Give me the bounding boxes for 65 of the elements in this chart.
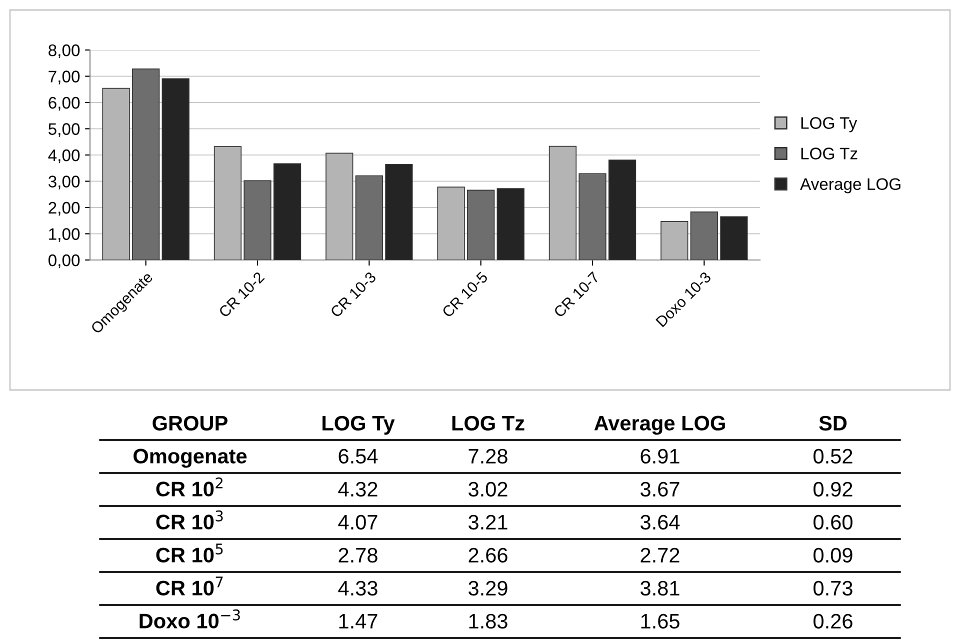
y-tick-label: 8,00 <box>48 44 80 58</box>
y-tick-label: 0,00 <box>48 254 80 268</box>
y-tick-label: 6,00 <box>48 96 80 111</box>
bar <box>660 220 688 260</box>
text: 4.32 <box>338 482 378 497</box>
text: 7.28 <box>468 448 508 464</box>
y-tick-label: 4,00 <box>48 149 80 164</box>
text: SD <box>819 416 847 431</box>
text: CR 10$^{7}$ <box>156 576 223 596</box>
bar <box>326 152 354 260</box>
text: 2.72 <box>640 548 680 562</box>
text: 2.66 <box>468 548 508 563</box>
text: 0.26 <box>814 614 852 629</box>
text: 0.09 <box>814 548 852 563</box>
text: 4.07 <box>338 514 378 530</box>
bar <box>385 164 413 260</box>
text: 3.29 <box>468 580 508 596</box>
text: 3.81 <box>640 580 680 596</box>
bar <box>132 68 160 260</box>
text: 0.52 <box>814 448 852 464</box>
bar <box>437 186 465 260</box>
text: Doxo 10$^{−3}$ <box>140 609 240 628</box>
bar <box>608 160 636 260</box>
text: CR 10$^{5}$ <box>156 544 223 562</box>
bar <box>102 88 130 260</box>
text: 6.54 <box>338 448 378 464</box>
bar <box>690 212 718 260</box>
bar <box>548 146 577 260</box>
y-tick-label: 7,00 <box>48 70 80 84</box>
bar <box>273 163 302 260</box>
text: 1.83 <box>469 614 508 629</box>
y-tick-label: 5,00 <box>48 123 80 137</box>
text: 0.92 <box>814 482 852 497</box>
text: 4.33 <box>338 580 378 596</box>
bar <box>162 78 190 260</box>
text: 3.64 <box>640 514 680 530</box>
legend-label: LOG Ty <box>801 117 858 132</box>
y-tick-label: 3,00 <box>48 176 80 190</box>
text: GROUP <box>152 416 228 431</box>
text: 0.60 <box>814 514 852 530</box>
text: 3.21 <box>468 514 508 530</box>
bar <box>244 180 272 260</box>
text: CR 10$^{3}$ <box>156 510 223 530</box>
legend-label: LOG Tz <box>801 148 858 160</box>
text: CR 10$^{2}$ <box>156 477 222 496</box>
bar <box>496 188 524 260</box>
text: 1.47 <box>339 614 378 628</box>
text: LOG Ty <box>322 416 395 435</box>
text: 0.73 <box>814 580 852 596</box>
text: 2.78 <box>338 548 378 563</box>
bar <box>578 173 606 260</box>
text: 3.02 <box>468 482 508 497</box>
bar <box>355 175 383 260</box>
text: LOG Tz <box>452 416 524 431</box>
y-tick-label: 2,00 <box>48 202 80 216</box>
text: 6.91 <box>640 448 680 464</box>
legend-label: Average LOG <box>800 178 900 194</box>
bar <box>467 190 495 260</box>
bar <box>720 216 748 260</box>
text: Omogenate <box>134 448 247 468</box>
bar <box>214 146 242 260</box>
text: 3.67 <box>640 482 680 497</box>
text: 1.65 <box>641 614 680 629</box>
y-tick-label: 1,00 <box>49 228 80 242</box>
text: Average LOG <box>594 416 725 435</box>
